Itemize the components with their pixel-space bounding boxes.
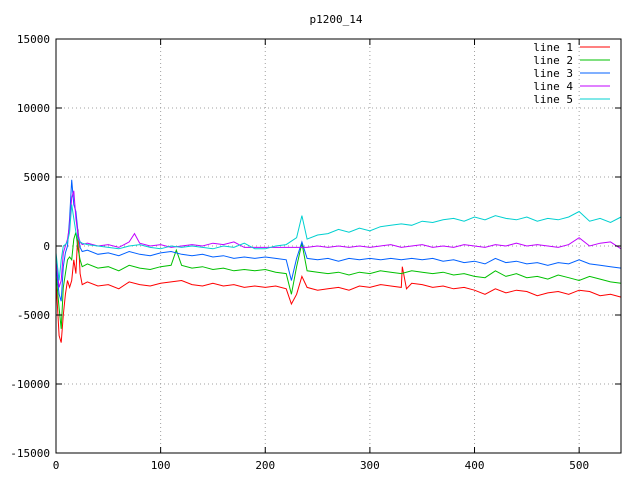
y-tick-label: 5000	[24, 171, 51, 184]
legend-label-5: line 5	[533, 93, 573, 106]
axes: 0 100 200 300 400 500 -15000 -10000 -5000 0 5000 10…	[10, 33, 622, 472]
legend-label-2: line 2	[533, 54, 573, 67]
legend-label-3: line 3	[533, 67, 573, 80]
legend-label-4: line 4	[533, 80, 573, 93]
series-line-5	[55, 204, 622, 281]
chart-title: p1200_14	[310, 13, 363, 26]
x-tick-label: 500	[569, 459, 589, 472]
y-tick-label: -10000	[10, 378, 50, 391]
y-tick-label: -15000	[10, 447, 50, 460]
series-line-2	[55, 232, 622, 329]
series-line-4	[55, 190, 622, 288]
series-line-1	[55, 229, 622, 343]
y-tick-label: -5000	[17, 309, 50, 322]
legend-label-1: line 1	[533, 41, 573, 54]
y-tick-label: 0	[43, 240, 50, 253]
y-tick-label: 15000	[17, 33, 50, 46]
x-tick-label: 400	[465, 459, 485, 472]
x-tick-label: 100	[151, 459, 171, 472]
y-tick-label: 10000	[17, 102, 50, 115]
x-tick-label: 300	[360, 459, 380, 472]
x-tick-label: 200	[255, 459, 275, 472]
grid	[56, 39, 621, 453]
series-lines	[55, 179, 622, 343]
series-line-3	[55, 179, 622, 302]
x-tick-label: 0	[53, 459, 60, 472]
